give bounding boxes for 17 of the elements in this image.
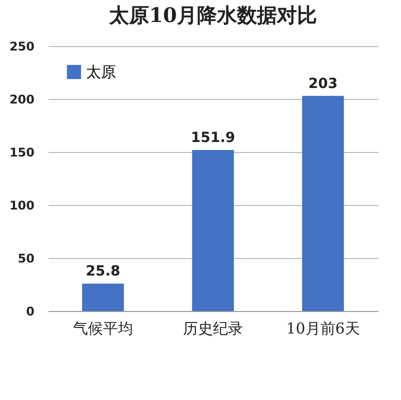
y-tick-label: 0: [26, 304, 34, 318]
y-tick-label: 250: [9, 40, 34, 54]
data-label: 203: [308, 76, 338, 92]
x-tick-label: 历史纪录: [183, 320, 243, 338]
chart-title: 太原10月降水数据对比: [108, 3, 317, 27]
y-tick-label: 200: [9, 92, 34, 106]
y-tick-label: 150: [9, 146, 34, 160]
bar: [82, 284, 124, 311]
bar: [192, 150, 234, 311]
data-label: 25.8: [86, 264, 120, 280]
y-tick-label: 100: [9, 198, 34, 212]
y-tick-label: 50: [18, 252, 34, 266]
data-label: 151.9: [190, 130, 236, 146]
bar: [302, 96, 344, 311]
x-tick-label: 10月前6天: [286, 320, 360, 338]
x-tick-label: 气候平均: [73, 320, 133, 338]
legend-label: 太原: [86, 63, 116, 81]
